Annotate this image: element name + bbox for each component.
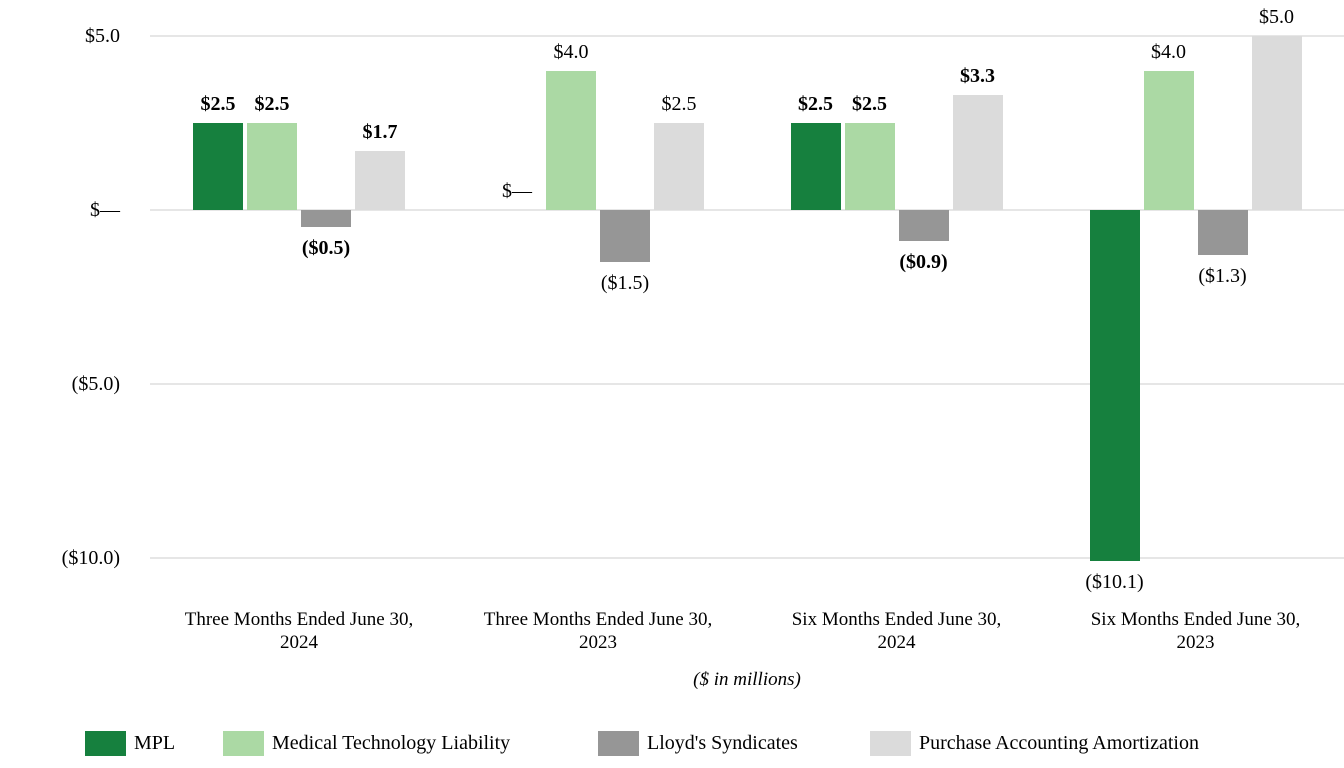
- category-line1: Three Months Ended June 30,: [483, 609, 713, 630]
- bar-value-label: $2.5: [254, 93, 290, 115]
- legend-swatch: [223, 731, 264, 756]
- gridline: [150, 383, 1344, 385]
- bar: [1251, 36, 1302, 210]
- gridline: [150, 557, 1344, 559]
- bar-value-label: ($1.3): [1198, 265, 1247, 288]
- bar-value-label: $2.5: [798, 93, 833, 115]
- bar: [1089, 210, 1140, 562]
- bar: [600, 210, 650, 263]
- y-axis-tick-label: ($10.0): [61, 547, 120, 569]
- bar-value-label: $2.5: [852, 93, 887, 115]
- x-axis-category-label: Three Months Ended June 30, 2023: [443, 608, 753, 654]
- legend-swatch: [85, 731, 126, 756]
- legend-label: Purchase Accounting Amortization: [919, 732, 1199, 754]
- x-axis-category-label: Six Months Ended June 30, 2024: [742, 608, 1052, 654]
- category-line1: Six Months Ended June 30,: [1090, 609, 1301, 630]
- legend-label: Medical Technology Liability: [272, 732, 511, 754]
- bar: [1197, 210, 1248, 256]
- category-line1: Three Months Ended June 30,: [184, 609, 414, 630]
- bar-value-label: ($10.1): [1085, 571, 1144, 594]
- legend-label: Lloyd's Syndicates: [647, 732, 798, 754]
- bar: [844, 123, 895, 210]
- y-axis-tick-label: ($5.0): [71, 373, 120, 395]
- bar: [546, 70, 596, 210]
- bar-value-label: ($0.5): [301, 237, 351, 260]
- bar-value-label: $—: [502, 180, 532, 202]
- legend-swatch: [598, 731, 639, 756]
- bar-value-label: $3.3: [960, 65, 995, 88]
- legend-swatch: [870, 731, 911, 756]
- category-line2: 2023: [1176, 632, 1215, 653]
- bar: [1143, 70, 1194, 210]
- category-line2: 2024: [877, 632, 916, 653]
- bar-value-label: $4.0: [553, 40, 589, 63]
- category-line1: Six Months Ended June 30,: [791, 609, 1002, 630]
- gridline: [150, 209, 1344, 211]
- bar: [898, 210, 949, 242]
- chart-caption: ($ in millions): [693, 669, 801, 690]
- bar-value-label: $5.0: [1259, 6, 1294, 28]
- x-axis-category-label: Three Months Ended June 30, 2024: [144, 608, 454, 654]
- y-axis-tick-label: $5.0: [85, 25, 120, 47]
- bar: [790, 123, 841, 210]
- bar-value-label: $4.0: [1151, 40, 1186, 63]
- bar: [654, 123, 704, 210]
- bar-value-label: $2.5: [661, 93, 697, 115]
- legend-label: MPL: [134, 732, 176, 754]
- bar-value-label: $2.5: [200, 93, 236, 115]
- category-line2: 2024: [280, 632, 318, 653]
- bar-value-label: ($0.9): [899, 251, 948, 274]
- bar: [247, 123, 297, 210]
- bar: [301, 210, 351, 228]
- bar: [952, 95, 1003, 210]
- bar: [355, 150, 405, 210]
- gridline: [150, 35, 1344, 37]
- bar-value-label: $1.7: [362, 120, 398, 143]
- category-line2: 2023: [579, 632, 617, 653]
- x-axis-category-label: Six Months Ended June 30, 2023: [1041, 608, 1344, 654]
- y-axis-tick-label: $—: [90, 199, 120, 221]
- bar: [193, 123, 243, 210]
- bar-value-label: ($1.5): [600, 272, 650, 295]
